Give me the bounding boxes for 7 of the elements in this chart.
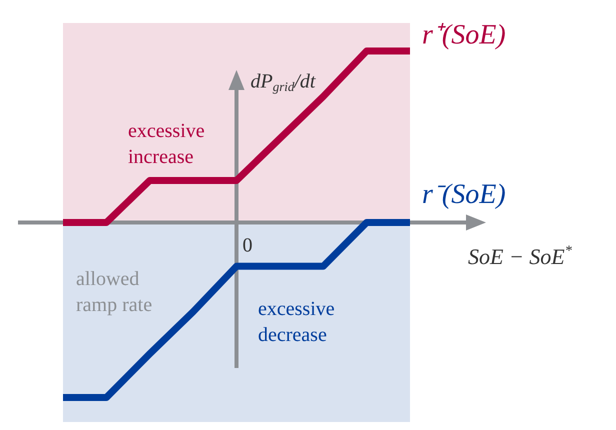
x-axis-title: SoE − SoE* xyxy=(468,243,573,269)
annotation: allowed ramp rate xyxy=(76,268,152,316)
series-label: r⁺(SoE) xyxy=(422,20,506,50)
annotation: 0 xyxy=(242,234,252,256)
annotation: excessive decrease xyxy=(258,298,335,346)
series-label: r⁻(SoE) xyxy=(422,179,506,210)
annotation: excessive increase xyxy=(128,120,205,168)
